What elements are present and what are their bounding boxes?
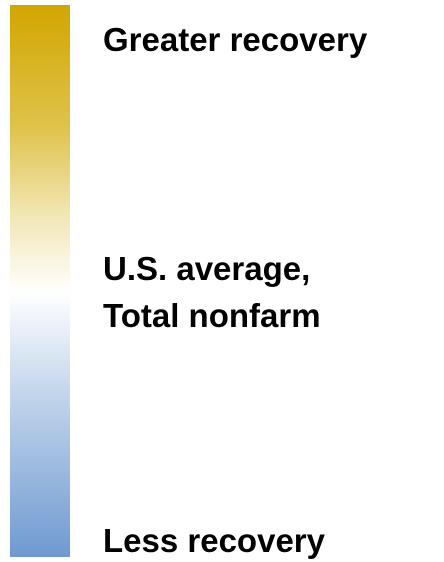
middle-label-line: Total nonfarm <box>103 297 321 334</box>
bottom-label: Less recovery <box>103 522 326 559</box>
middle-label-line: U.S. average, <box>103 250 310 287</box>
color-ramp <box>10 5 70 557</box>
top-label: Greater recovery <box>103 21 368 58</box>
